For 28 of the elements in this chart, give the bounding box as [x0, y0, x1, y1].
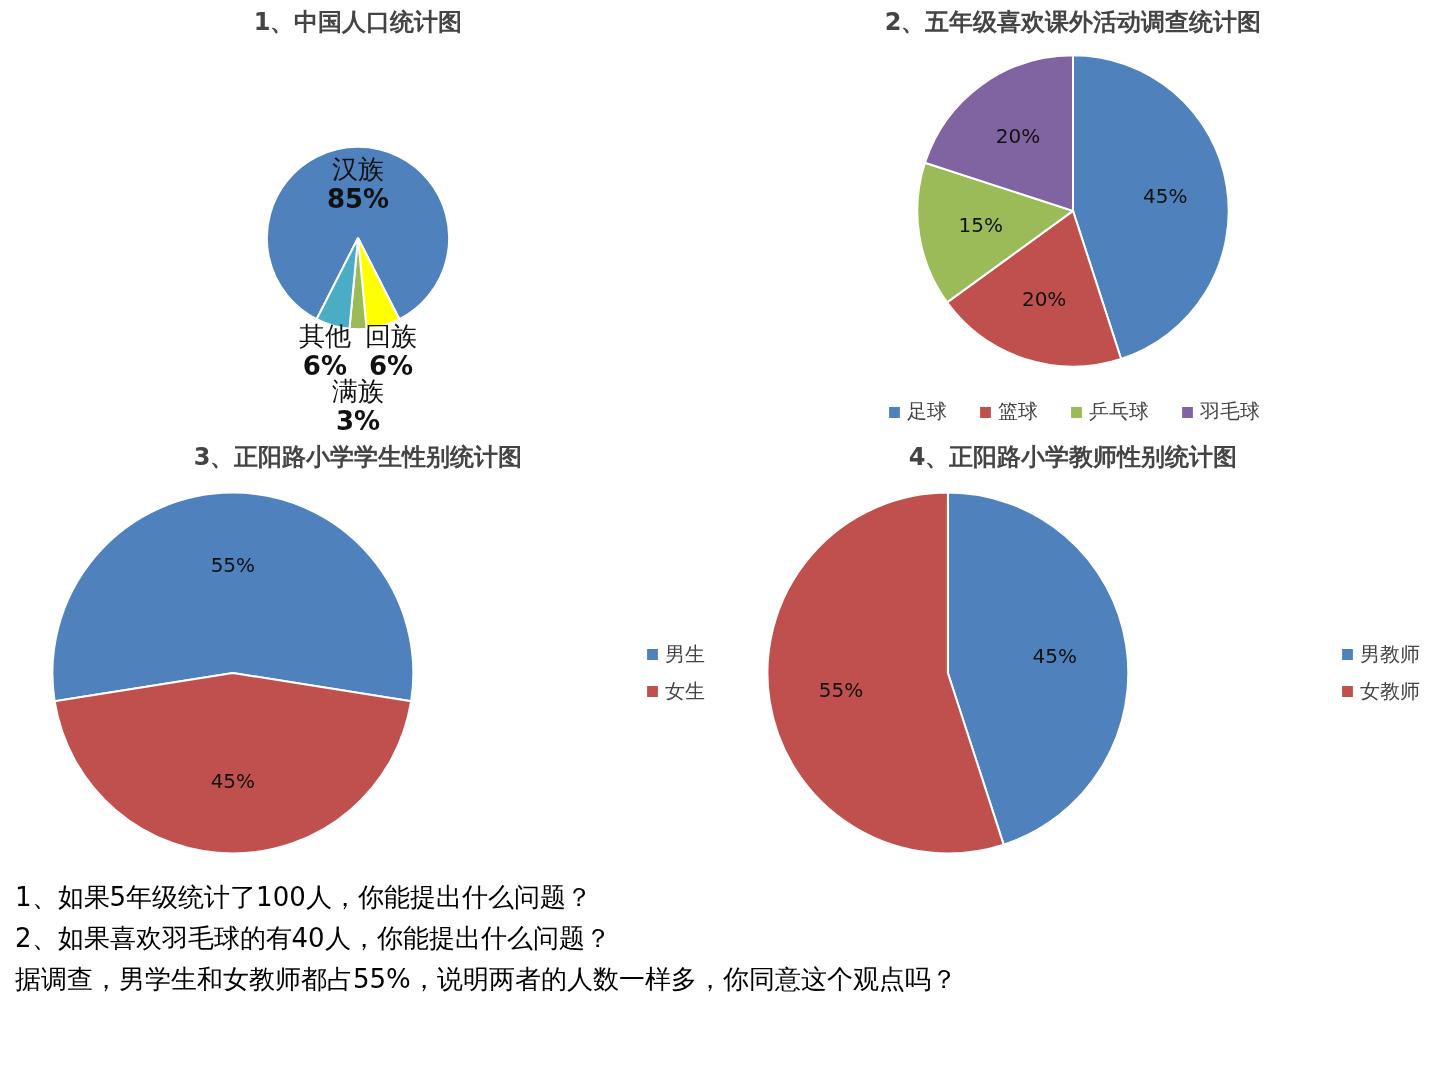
- legend-label: 男生: [665, 640, 705, 668]
- data-label: 55%: [818, 677, 864, 702]
- legend-label: 乒乓球: [1088, 398, 1149, 425]
- slice-label: 汉族: [332, 153, 384, 184]
- text: 1、如果5年级统计了100人，你能提出什么问题？: [15, 881, 593, 914]
- slice-label: 其他: [298, 321, 351, 352]
- chart-title: 4、正阳路小学教师性别统计图: [908, 442, 1238, 471]
- chart-title: 2、五年级喜欢课外活动调查统计图: [884, 7, 1262, 36]
- data-label: 3%: [335, 405, 381, 436]
- data-label: 55%: [210, 553, 256, 578]
- chart-title: 1、中国人口统计图: [253, 7, 463, 36]
- slice-label: 回族: [365, 321, 418, 352]
- data-label: 45%: [210, 768, 256, 793]
- legend-label: 男教师: [1360, 640, 1420, 668]
- data-label: 20%: [995, 123, 1041, 148]
- legend-label: 足球: [906, 398, 947, 425]
- data-label: 15%: [958, 213, 1003, 238]
- data-label: 85%: [326, 183, 390, 214]
- text: 据调查，男学生和女教师都占55%，说明两者的人数一样多，你同意这个观点吗？: [15, 963, 957, 997]
- legend-label: 女生: [665, 677, 705, 705]
- text: 2、如果喜欢羽毛球的有40人，你能提出什么问题？: [15, 922, 612, 956]
- data-label: 45%: [1143, 184, 1188, 209]
- data-label: 45%: [1032, 644, 1078, 669]
- legend-label: 女教师: [1360, 677, 1420, 705]
- data-label: 20%: [1021, 287, 1067, 312]
- legend-label: 羽毛球: [1199, 398, 1260, 425]
- legend-label: 篮球: [997, 398, 1038, 425]
- chart-title: 3、正阳路小学学生性别统计图: [193, 442, 523, 471]
